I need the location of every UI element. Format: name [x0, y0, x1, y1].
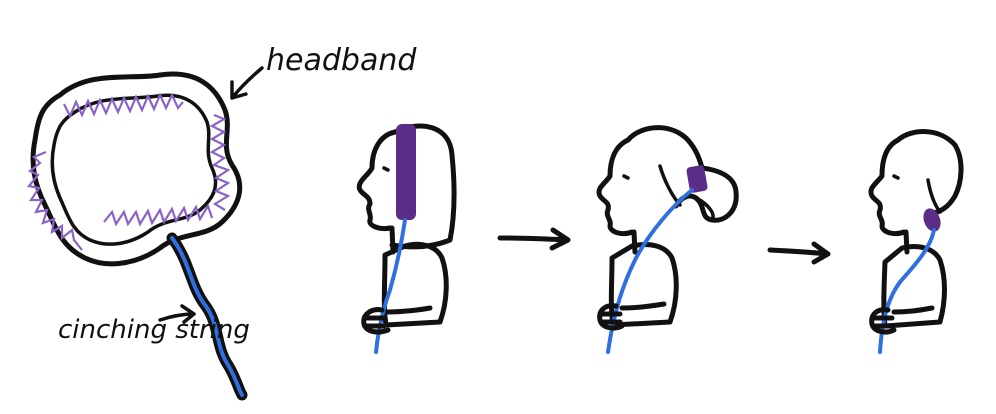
headband-label-group: headband: [230, 43, 417, 100]
headband-worn: [686, 165, 708, 193]
step-arrow-2: [767, 241, 831, 265]
headband-label: headband: [266, 43, 417, 78]
figure-ponytail: [596, 125, 739, 354]
curved-arrow-icon: [230, 66, 264, 100]
zigzag-stitching: [26, 92, 231, 251]
headband-ring: [26, 71, 243, 267]
cinching-string-drawing: [166, 232, 248, 401]
right-arrow-icon: [767, 241, 831, 265]
cinching-string-label-group: cinching string: [58, 304, 250, 345]
figure-headband-on: [356, 123, 457, 354]
right-arrow-icon: [497, 227, 571, 251]
headband-worn: [923, 208, 941, 232]
headband-worn: [396, 124, 416, 220]
step-arrow-1: [497, 227, 571, 251]
curved-arrow-icon: [158, 304, 196, 324]
figure-low-band: [868, 129, 964, 354]
cinching-string-label: cinching string: [58, 315, 250, 345]
